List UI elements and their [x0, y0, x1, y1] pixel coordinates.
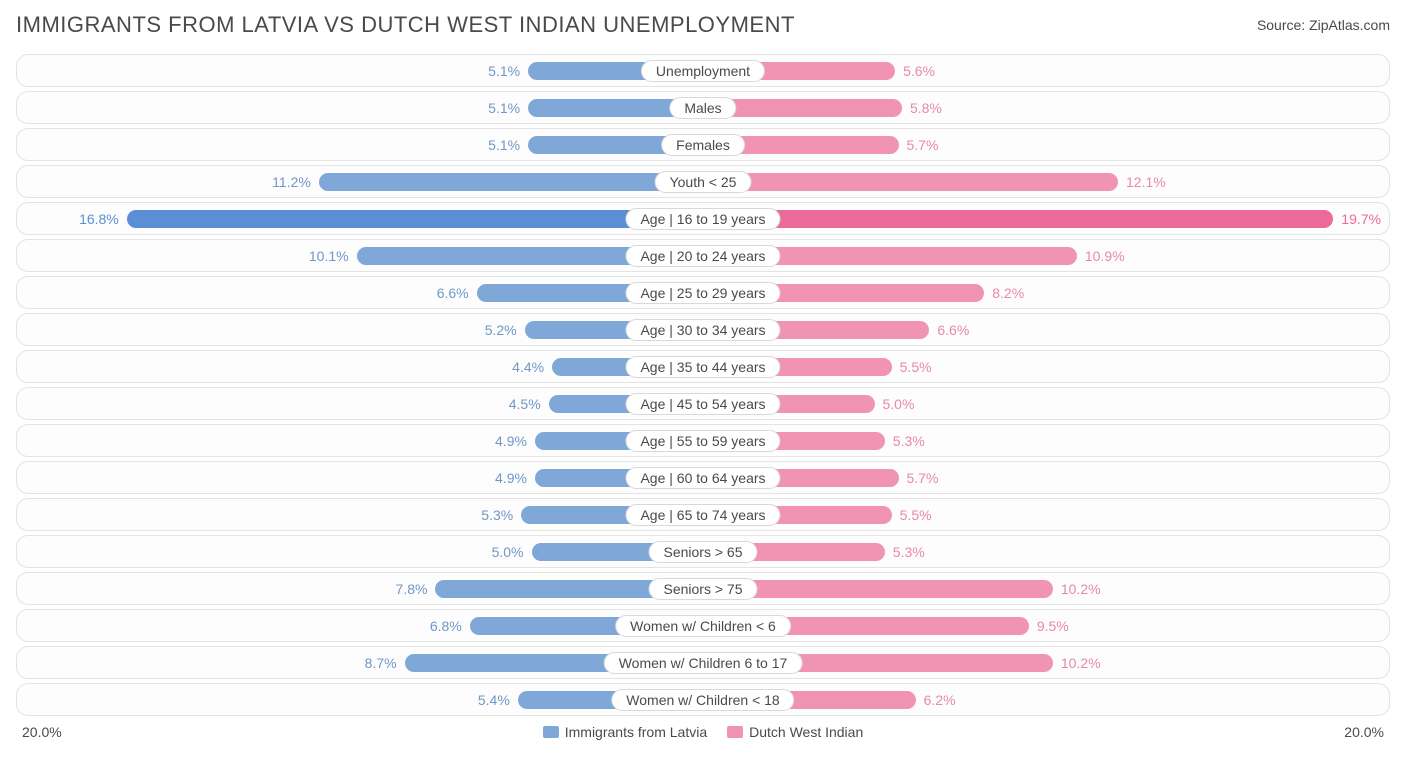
category-label: Age | 20 to 24 years [625, 245, 780, 267]
header: IMMIGRANTS FROM LATVIA VS DUTCH WEST IND… [16, 12, 1390, 38]
page-title: IMMIGRANTS FROM LATVIA VS DUTCH WEST IND… [16, 12, 795, 38]
chart-row: 5.4% 6.2% Women w/ Children < 18 [16, 683, 1390, 716]
bar-value-right: 5.8% [902, 100, 950, 116]
bar-value-right: 5.0% [875, 396, 923, 412]
chart-row: 5.1% 5.6% Unemployment [16, 54, 1390, 87]
bar-value-left: 5.1% [480, 100, 528, 116]
chart-row: 6.8% 9.5% Women w/ Children < 6 [16, 609, 1390, 642]
bar-value-left: 5.1% [480, 63, 528, 79]
chart-row: 8.7% 10.2% Women w/ Children 6 to 17 [16, 646, 1390, 679]
category-label: Age | 25 to 29 years [625, 282, 780, 304]
chart-row: 4.9% 5.3% Age | 55 to 59 years [16, 424, 1390, 457]
legend-item-left: Immigrants from Latvia [543, 724, 707, 740]
chart-row: 4.5% 5.0% Age | 45 to 54 years [16, 387, 1390, 420]
bar-value-left: 5.0% [484, 544, 532, 560]
legend-item-right: Dutch West Indian [727, 724, 863, 740]
bar-value-left: 11.2% [264, 174, 319, 190]
category-label: Seniors > 75 [649, 578, 758, 600]
bar-value-left: 10.1% [301, 248, 357, 264]
bar-value-right: 5.7% [899, 137, 947, 153]
chart-row: 6.6% 8.2% Age | 25 to 29 years [16, 276, 1390, 309]
bar-value-left: 4.5% [501, 396, 549, 412]
category-label: Males [669, 97, 736, 119]
bar-value-right: 10.9% [1077, 248, 1133, 264]
bar-value-left: 7.8% [388, 581, 436, 597]
bar-value-right: 6.6% [929, 322, 977, 338]
legend-swatch-left [543, 726, 559, 738]
bar-value-right: 5.5% [892, 507, 940, 523]
bar-left [319, 173, 703, 191]
bar-value-right: 10.2% [1053, 655, 1109, 671]
bar-value-right: 12.1% [1118, 174, 1174, 190]
bar-value-left: 8.7% [357, 655, 405, 671]
source-name: ZipAtlas.com [1309, 17, 1390, 33]
bar-value-right: 5.3% [885, 544, 933, 560]
chart-row: 10.1% 10.9% Age | 20 to 24 years [16, 239, 1390, 272]
category-label: Women w/ Children < 6 [615, 615, 791, 637]
bar-value-right: 8.2% [984, 285, 1032, 301]
chart-row: 5.1% 5.7% Females [16, 128, 1390, 161]
bar-value-left: 16.8% [71, 211, 127, 227]
chart-row: 5.1% 5.8% Males [16, 91, 1390, 124]
bar-value-left: 5.4% [470, 692, 518, 708]
bar-left [127, 210, 703, 228]
bar-value-left: 5.2% [477, 322, 525, 338]
bar-value-left: 6.8% [422, 618, 470, 634]
legend-swatch-right [727, 726, 743, 738]
bar-right [703, 210, 1333, 228]
category-label: Females [661, 134, 745, 156]
axis-max-right: 20.0% [1344, 724, 1384, 740]
chart-row: 4.9% 5.7% Age | 60 to 64 years [16, 461, 1390, 494]
chart-row: 4.4% 5.5% Age | 35 to 44 years [16, 350, 1390, 383]
bar-value-left: 5.1% [480, 137, 528, 153]
legend: Immigrants from Latvia Dutch West Indian [543, 724, 864, 740]
category-label: Women w/ Children < 18 [611, 689, 794, 711]
bar-value-left: 4.9% [487, 470, 535, 486]
bar-value-left: 6.6% [429, 285, 477, 301]
legend-label-right: Dutch West Indian [749, 724, 863, 740]
category-label: Youth < 25 [655, 171, 752, 193]
bar-value-right: 9.5% [1029, 618, 1077, 634]
source-attribution: Source: ZipAtlas.com [1257, 17, 1390, 33]
category-label: Women w/ Children 6 to 17 [604, 652, 803, 674]
category-label: Age | 16 to 19 years [625, 208, 780, 230]
bar-value-left: 4.9% [487, 433, 535, 449]
chart-row: 5.0% 5.3% Seniors > 65 [16, 535, 1390, 568]
category-label: Seniors > 65 [649, 541, 758, 563]
category-label: Age | 60 to 64 years [625, 467, 780, 489]
chart-row: 11.2% 12.1% Youth < 25 [16, 165, 1390, 198]
category-label: Age | 30 to 34 years [625, 319, 780, 341]
source-prefix: Source: [1257, 17, 1309, 33]
category-label: Age | 35 to 44 years [625, 356, 780, 378]
category-label: Unemployment [641, 60, 765, 82]
bar-value-left: 4.4% [504, 359, 552, 375]
chart-row: 7.8% 10.2% Seniors > 75 [16, 572, 1390, 605]
bar-value-right: 5.7% [899, 470, 947, 486]
legend-label-left: Immigrants from Latvia [565, 724, 707, 740]
bar-value-right: 5.6% [895, 63, 943, 79]
chart-row: 5.3% 5.5% Age | 65 to 74 years [16, 498, 1390, 531]
bar-value-right: 10.2% [1053, 581, 1109, 597]
bar-right [703, 173, 1118, 191]
bar-value-right: 5.5% [892, 359, 940, 375]
category-label: Age | 65 to 74 years [625, 504, 780, 526]
axis-max-left: 20.0% [22, 724, 62, 740]
bar-value-right: 5.3% [885, 433, 933, 449]
bar-value-right: 6.2% [916, 692, 964, 708]
bar-value-left: 5.3% [473, 507, 521, 523]
category-label: Age | 55 to 59 years [625, 430, 780, 452]
chart-row: 5.2% 6.6% Age | 30 to 34 years [16, 313, 1390, 346]
bar-value-right: 19.7% [1333, 211, 1389, 227]
axis-row: 20.0% Immigrants from Latvia Dutch West … [16, 720, 1390, 740]
category-label: Age | 45 to 54 years [625, 393, 780, 415]
diverging-bar-chart: 5.1% 5.6% Unemployment 5.1% 5.8% Males 5.1% 5.7… [16, 54, 1390, 716]
chart-row: 16.8% 19.7% Age | 16 to 19 years [16, 202, 1390, 235]
